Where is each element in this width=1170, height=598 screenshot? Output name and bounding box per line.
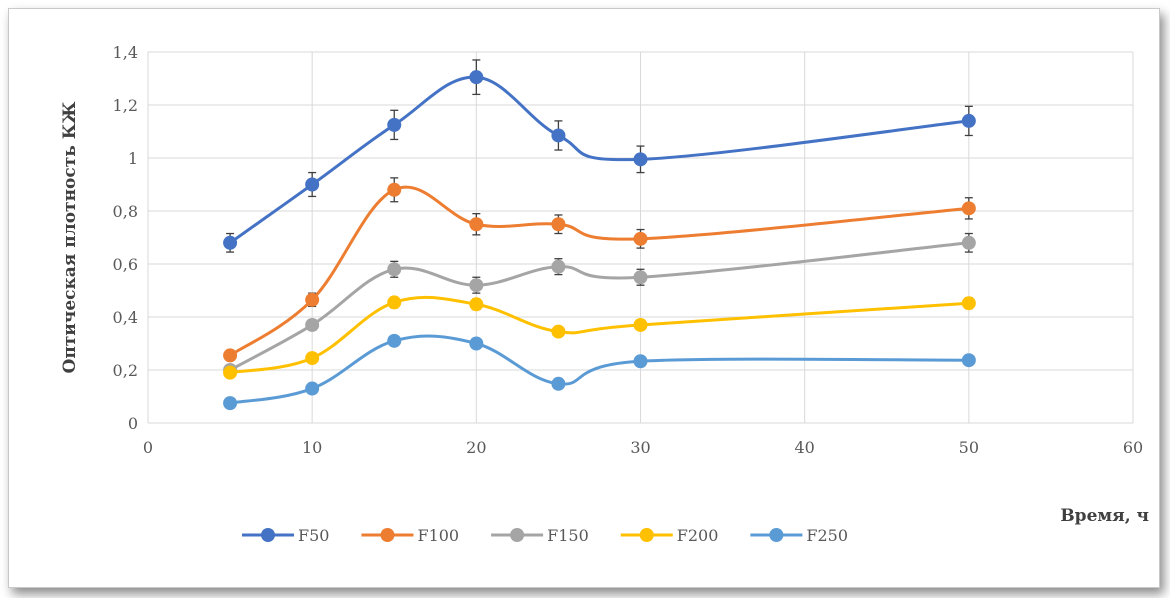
data-point [469, 297, 483, 311]
data-point [962, 236, 976, 250]
series-lines [223, 60, 976, 410]
data-point [469, 217, 483, 231]
x-tick-label: 30 [630, 438, 650, 457]
data-point [387, 295, 401, 309]
data-point [305, 178, 319, 192]
legend-label: F150 [547, 526, 589, 545]
legend: F50 F100 F150 F200 F250 [242, 526, 848, 545]
data-point [387, 334, 401, 348]
y-axis-title: Оптическая плотность КЖ [60, 101, 80, 374]
x-axis-title: Время, ч [1060, 506, 1149, 526]
line-chart: 0 0,2 0,4 0,6 0,8 1 1,2 1,4 0 10 20 30 40 50 60 Оптиче… [9, 9, 1161, 589]
legend-swatch-marker [261, 528, 275, 542]
data-point [551, 377, 565, 391]
x-tick-label: 60 [1123, 438, 1143, 457]
data-point [387, 118, 401, 132]
series-F150 [223, 234, 976, 377]
y-tick-label: 1,4 [113, 43, 138, 62]
data-point [223, 396, 237, 410]
data-point [305, 382, 319, 396]
series-F50 [223, 60, 976, 252]
legend-item-F200: F200 [621, 526, 719, 545]
data-point [551, 217, 565, 231]
series-line [230, 77, 969, 243]
legend-label: F50 [298, 526, 329, 545]
series-line [230, 297, 969, 372]
y-tick-label: 0 [128, 414, 138, 433]
data-point [223, 236, 237, 250]
data-point [305, 318, 319, 332]
data-point [551, 325, 565, 339]
data-point [387, 183, 401, 197]
legend-item-F50: F50 [242, 526, 329, 545]
series-F250 [223, 334, 976, 410]
y-tick-label: 0,8 [113, 202, 138, 221]
legend-item-F100: F100 [361, 526, 459, 545]
legend-swatch-marker [769, 528, 783, 542]
x-tick-label: 0 [143, 438, 153, 457]
y-tick-label: 0,6 [113, 255, 138, 274]
data-point [223, 348, 237, 362]
y-tick-label: 0,4 [113, 308, 138, 327]
chart-frame: 0 0,2 0,4 0,6 0,8 1 1,2 1,4 0 10 20 30 40 50 60 Оптиче… [8, 8, 1160, 588]
data-point [551, 260, 565, 274]
data-point [962, 296, 976, 310]
data-point [223, 366, 237, 380]
data-point [469, 337, 483, 351]
x-tick-label: 20 [466, 438, 486, 457]
data-point [634, 152, 648, 166]
data-point [634, 270, 648, 284]
data-point [469, 70, 483, 84]
x-tick-label: 50 [959, 438, 979, 457]
legend-swatch-marker [380, 528, 394, 542]
data-point [469, 278, 483, 292]
data-point [305, 293, 319, 307]
legend-swatch-marker [510, 528, 524, 542]
y-tick-label: 0,2 [113, 361, 138, 380]
data-point [305, 351, 319, 365]
series-F100 [223, 178, 976, 363]
y-tick-label: 1,2 [113, 96, 138, 115]
legend-label: F250 [806, 526, 848, 545]
legend-swatch-marker [640, 528, 654, 542]
data-point [962, 201, 976, 215]
data-point [634, 232, 648, 246]
y-tick-label: 1 [128, 149, 138, 168]
data-point [634, 354, 648, 368]
legend-item-F150: F150 [491, 526, 589, 545]
data-point [962, 353, 976, 367]
x-tick-label: 10 [302, 438, 322, 457]
legend-item-F250: F250 [750, 526, 848, 545]
data-point [551, 128, 565, 142]
x-tick-label: 40 [794, 438, 814, 457]
legend-label: F100 [417, 526, 459, 545]
data-point [962, 114, 976, 128]
data-point [387, 262, 401, 276]
legend-label: F200 [677, 526, 719, 545]
data-point [634, 318, 648, 332]
